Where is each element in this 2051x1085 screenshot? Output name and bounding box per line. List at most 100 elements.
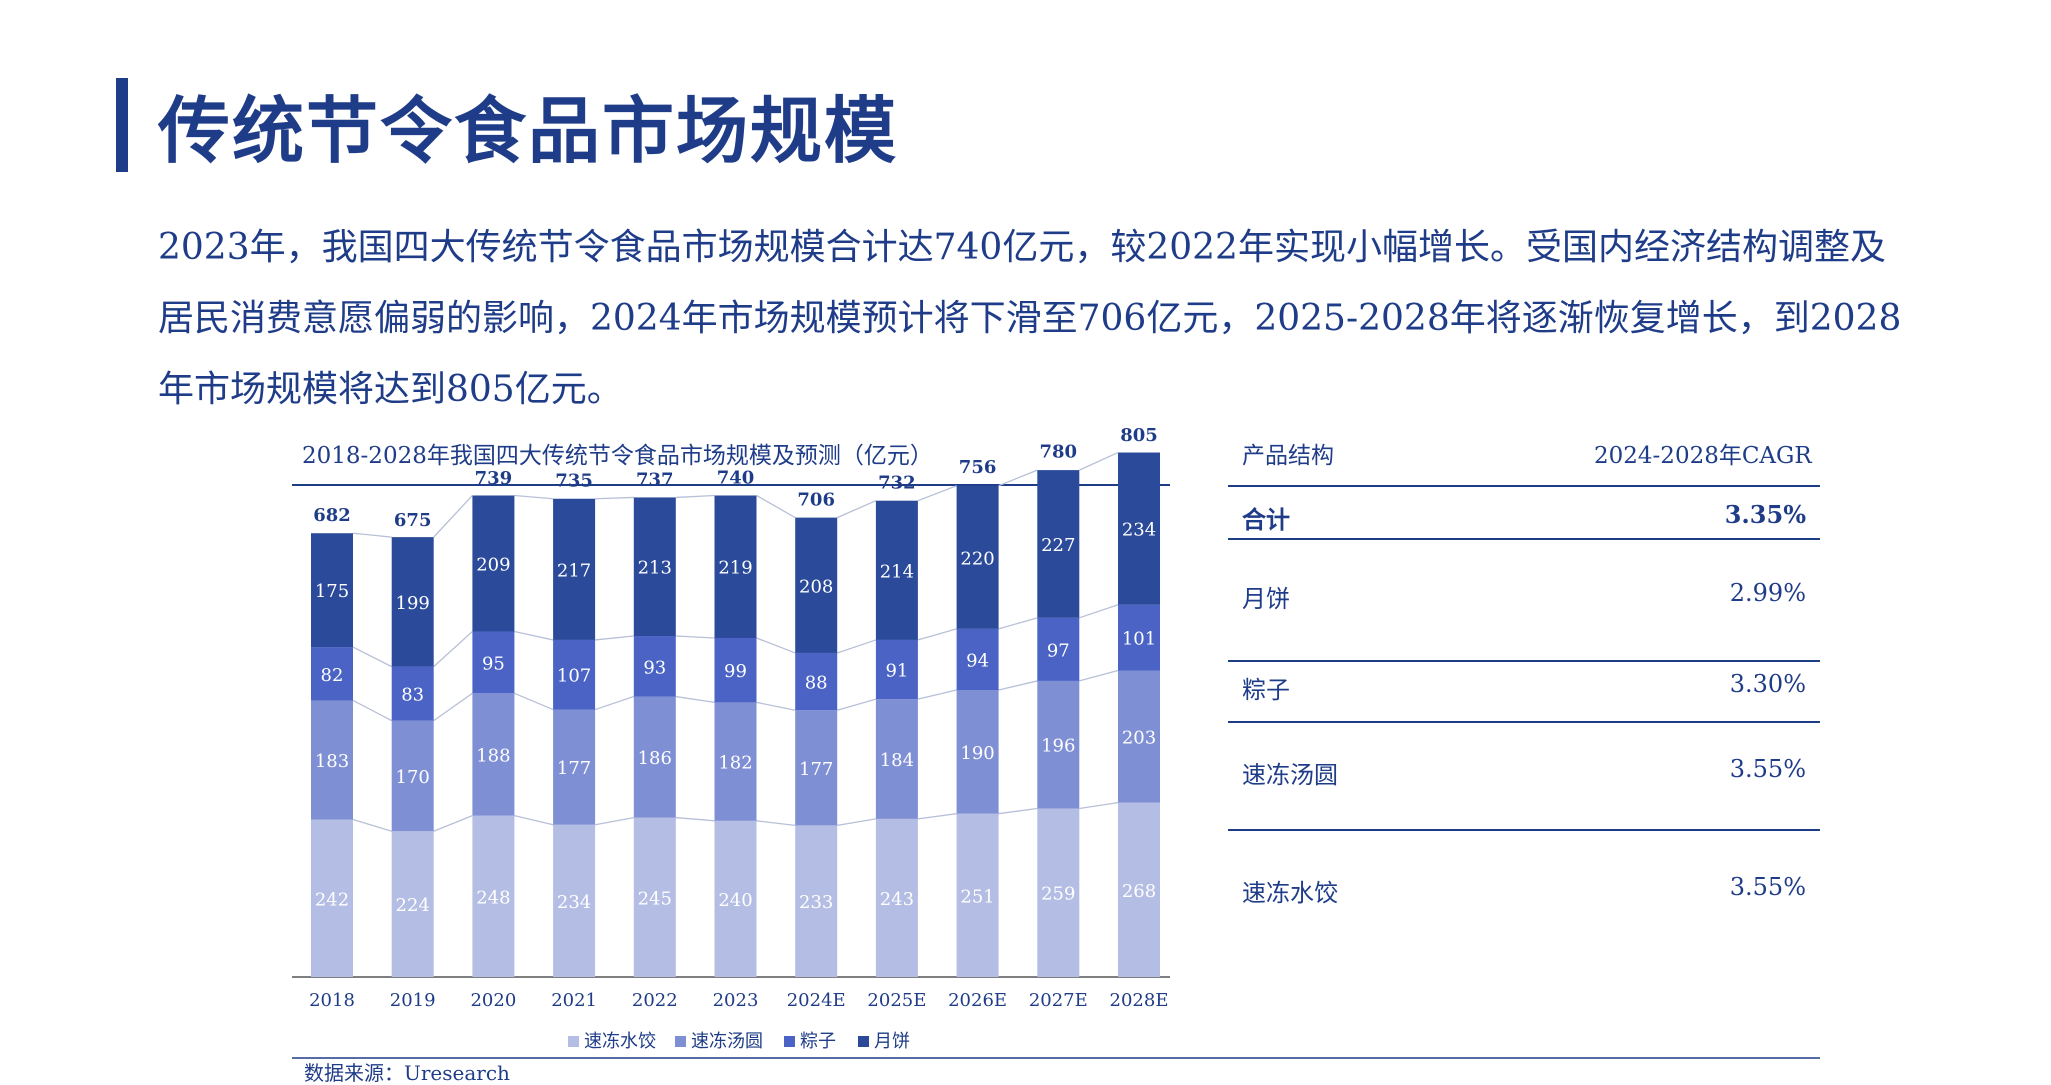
series-connector-line [595,496,634,500]
series-connector-line [514,630,554,641]
x-tick-label: 2020 [470,990,516,1011]
series-connector-line [514,692,554,711]
total-value-label: 675 [394,510,432,531]
series-connector-line [837,698,877,711]
segment-value-label: 213 [638,558,672,579]
segment-value-label: 268 [1122,881,1156,902]
series-connector-line [836,639,877,654]
segment-value-label: 97 [1047,640,1070,661]
bar-segment [633,636,676,697]
series-connector-line [352,532,392,538]
series-connector-line [594,816,634,826]
legend-swatch [568,1036,579,1047]
bar-segment [1118,452,1160,605]
bar-segment [1118,670,1160,803]
series-connector-line [433,692,473,722]
table-rule [1228,538,1820,540]
segment-value-label: 214 [880,561,914,582]
bar-segment [795,652,838,711]
total-value-label: 780 [1040,441,1078,462]
series-connector-line [1079,604,1119,619]
bar-segment [553,498,596,640]
bar-segment [1037,808,1080,977]
chart-title: 2018-2028年我国四大传统节令食品市场规模及预测（亿元） [302,443,933,469]
series-connector-line [756,637,796,654]
series-connector-line [514,494,554,500]
x-tick-label: 2019 [390,990,436,1011]
bar-segment [956,690,999,814]
segment-value-label: 208 [799,576,833,597]
x-tick-label: 2026E [948,990,1007,1011]
bar-segment [875,818,918,977]
bar-segment [553,824,596,977]
bar-segment [311,647,353,701]
series-connector-line [514,814,554,826]
segment-value-label: 186 [638,748,672,769]
total-value-label: 740 [717,467,755,488]
segment-value-label: 259 [1041,884,1075,905]
series-connector-line [675,816,715,822]
bar-segment [311,819,353,977]
page-title: 传统节令食品市场规模 [158,89,899,173]
bar-segment [1118,802,1160,977]
segment-value-label: 234 [557,892,591,913]
series-connector-line [675,635,715,639]
series-connector-line [998,617,1038,630]
total-value-label: 739 [475,468,513,489]
table-top-rule [1228,485,1820,487]
bar-segment [391,666,434,721]
bar-segment [311,533,353,648]
data-source: 数据来源：Uresearch [304,1061,510,1085]
series-connector-line [917,485,957,502]
table-header-product: 产品结构 [1242,443,1334,469]
series-connector-line [836,500,877,519]
bar-segment [714,637,757,703]
segment-value-label: 183 [315,751,349,772]
cagr-row-name: 粽子 [1242,676,1290,704]
legend-label: 粽子 [800,1031,836,1052]
cagr-row-name: 速冻汤圆 [1242,761,1338,789]
x-tick-label: 2022 [632,990,678,1011]
segment-value-label: 177 [799,759,833,780]
bar-segment [956,485,999,629]
series-connector-line [837,818,877,827]
x-tick-label: 2018 [309,990,355,1011]
segment-value-label: 224 [396,895,430,916]
segment-value-label: 196 [1041,736,1075,757]
x-tick-label: 2027E [1029,990,1088,1011]
series-connector-line [998,680,1038,691]
segment-value-label: 190 [960,743,994,764]
segment-value-label: 203 [1122,728,1156,749]
segment-value-label: 175 [315,581,349,602]
segment-value-label: 219 [718,558,752,579]
table-header-cagr: 2024-2028年CAGR [1594,443,1812,469]
series-connector-line [756,701,796,711]
bar-segment [795,825,838,977]
segment-value-label: 91 [885,661,908,682]
cagr-row-name: 合计 [1242,505,1290,534]
segment-value-label: 99 [724,661,747,682]
intro-paragraph: 2023年，我国四大传统节令食品市场规模合计达740亿元，较2022年实现小幅增… [158,227,1902,410]
cagr-row-value: 3.55% [1729,873,1806,901]
series-connector-line [352,699,393,722]
series-connector-line [917,689,957,700]
total-value-label: 732 [878,473,916,494]
bar-segment [391,720,434,832]
segment-value-label: 220 [960,548,994,569]
bar-segment [1037,680,1080,809]
segment-value-label: 88 [805,673,828,694]
series-connector-line [595,635,634,641]
bar-segment [1037,470,1080,618]
bar-segment [1037,617,1080,681]
series-connector-line [998,807,1038,815]
bar-segment [714,702,757,821]
segment-value-label: 234 [1122,520,1156,541]
table-rule [1228,660,1820,662]
segment-value-label: 233 [799,892,833,913]
bar-segment [553,639,596,710]
series-connector-line [433,815,473,832]
bar-segment [714,820,757,977]
bar-segment [956,813,999,977]
bar-segment [875,639,918,700]
series-connector-line [998,469,1038,487]
